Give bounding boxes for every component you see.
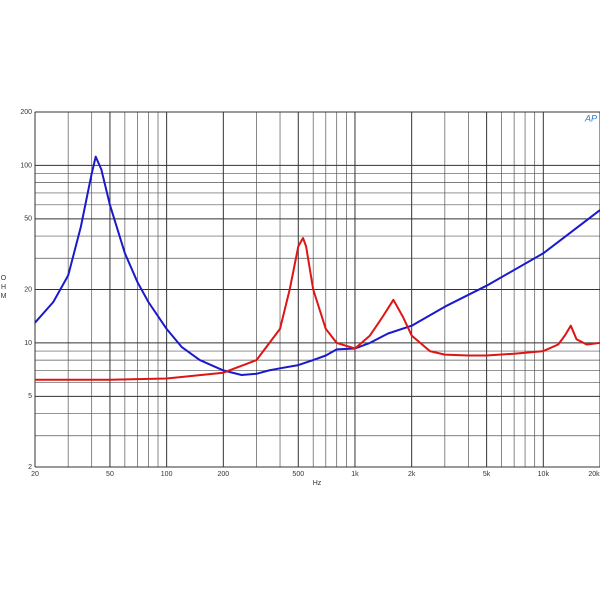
x-tick-label: 20 — [31, 471, 39, 478]
y-tick-label: 200 — [20, 109, 32, 116]
logo: AP — [584, 113, 597, 123]
y-tick-label: 100 — [20, 162, 32, 169]
x-tick-label: 1k — [351, 471, 359, 478]
impedance-line — [35, 237, 600, 381]
x-tick-label: 50 — [106, 471, 114, 478]
y-tick-label: 10 — [24, 340, 32, 347]
x-tick-label: 500 — [292, 471, 304, 478]
y-tick-label: 50 — [24, 216, 32, 223]
x-tick-label: 10k — [538, 471, 550, 478]
x-tick-label: 2k — [408, 471, 416, 478]
y-tick-label: 20 — [24, 286, 32, 293]
x-tick-label: 100 — [161, 471, 173, 478]
x-tick-label: 5k — [483, 471, 491, 478]
x-tick-label: 20k — [588, 471, 600, 478]
y-tick-label: 5 — [28, 393, 32, 400]
y-tick-label: 2 — [28, 464, 32, 471]
y-axis-label: OHM — [0, 275, 7, 302]
x-axis-label: Hz — [313, 480, 322, 487]
impedance-line — [34, 155, 600, 376]
x-tick-label: 200 — [217, 471, 229, 478]
